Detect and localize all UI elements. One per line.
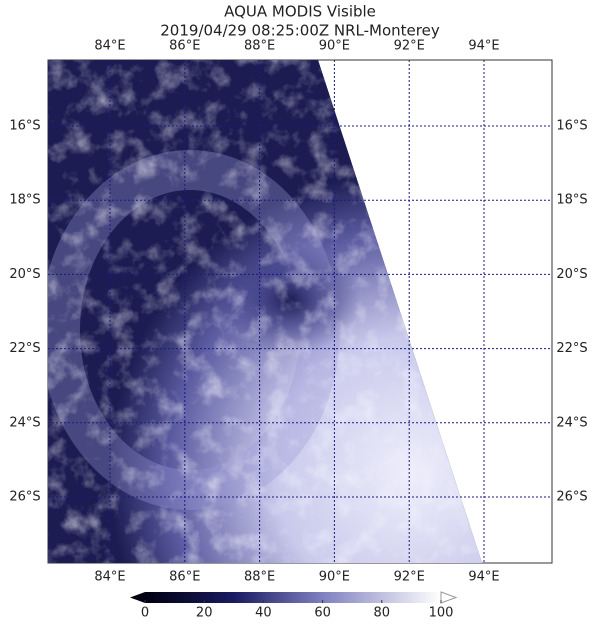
- lon-label: 86°E: [169, 39, 200, 54]
- colorbar-arrow: [130, 592, 145, 603]
- colorbar-tick-label: 20: [196, 606, 213, 621]
- lon-label: 88°E: [244, 39, 275, 54]
- subtitle: 2019/04/29 08:25:00Z NRL-Monterey: [160, 22, 440, 40]
- colorbar-tick-label: 40: [255, 606, 272, 621]
- colorbar: 0 20 40 60 80 100: [130, 591, 458, 621]
- colorbar-tick-label: 60: [314, 606, 331, 621]
- lon-label: 88°E: [244, 570, 275, 585]
- lat-label: 20°S: [9, 267, 40, 282]
- lat-label: 16°S: [9, 119, 40, 134]
- lat-label: 18°S: [9, 193, 40, 208]
- lon-label: 90°E: [319, 570, 350, 585]
- graticule: 84°E 84°E 86°E 86°E 88°E 88°E 90°E 90°E 92°E 92°E…: [9, 39, 587, 585]
- lat-label: 20°S: [556, 267, 587, 282]
- lon-label: 94°E: [468, 39, 499, 54]
- colorbar-tick-label: 100: [429, 606, 454, 621]
- lon-label: 84°E: [94, 570, 125, 585]
- lat-label: 24°S: [9, 415, 40, 430]
- lat-label: 18°S: [556, 193, 587, 208]
- lon-label: 90°E: [319, 39, 350, 54]
- colorbar-arrow: [440, 591, 458, 604]
- lat-label: 26°S: [556, 490, 587, 505]
- title: AQUA MODIS Visible: [224, 3, 376, 21]
- lon-label: 86°E: [169, 570, 200, 585]
- lat-label: 22°S: [9, 341, 40, 356]
- lat-label: 24°S: [556, 415, 587, 430]
- lat-label: 26°S: [9, 490, 40, 505]
- colorbar-tick-label: 80: [374, 606, 391, 621]
- lon-label: 92°E: [394, 570, 425, 585]
- lon-label: 92°E: [394, 39, 425, 54]
- lat-label: 16°S: [556, 119, 587, 134]
- lon-label: 84°E: [94, 39, 125, 54]
- colorbar-tick-label: 0: [141, 606, 149, 621]
- lat-label: 22°S: [556, 341, 587, 356]
- lon-label: 94°E: [468, 570, 499, 585]
- colorbar-ramp: [145, 592, 441, 603]
